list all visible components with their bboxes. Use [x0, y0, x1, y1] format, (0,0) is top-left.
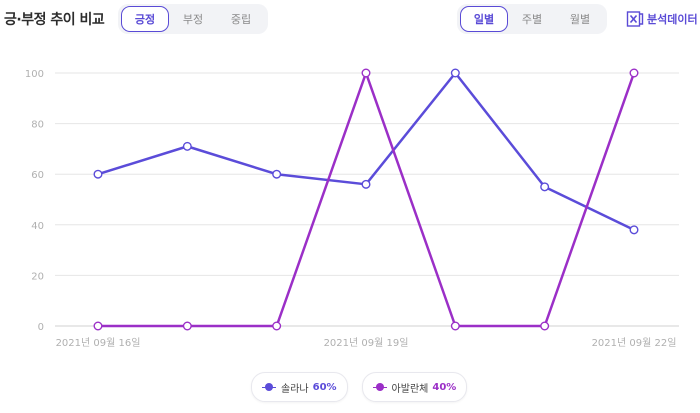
x-tick-label: 2021년 09월 22일: [592, 337, 677, 349]
data-point: [629, 68, 639, 78]
data-point: [629, 225, 639, 235]
legend-share: 60%: [312, 381, 337, 393]
tab-positive[interactable]: 긍정: [121, 6, 169, 32]
data-point: [540, 321, 550, 331]
y-tick-label: 100: [25, 69, 44, 80]
series2-marker-icon: [372, 383, 387, 391]
data-point: [361, 179, 371, 189]
data-point: [450, 68, 460, 78]
legend-label: 솔라나: [281, 383, 309, 395]
chart-title: 긍·부정 추이 비교: [4, 12, 105, 28]
data-point: [272, 321, 282, 331]
y-tick-label: 80: [31, 120, 44, 131]
legend-item-series2[interactable]: 아발란체 40%: [361, 372, 468, 402]
data-point: [272, 169, 282, 179]
legend: 솔라나 60% 아발란체 40%: [251, 372, 468, 402]
legend-item-series1[interactable]: 솔라나 60%: [251, 372, 348, 402]
legend-label: 아발란체: [391, 383, 429, 395]
data-point: [540, 182, 550, 192]
data-point: [93, 321, 103, 331]
data-point: [182, 141, 192, 151]
y-tick-label: 60: [31, 170, 44, 181]
data-point: [361, 68, 371, 78]
y-tick-label: 20: [31, 271, 44, 282]
export-data-button[interactable]: 분석데이터: [626, 10, 698, 28]
tab-monthly[interactable]: 월별: [569, 13, 591, 26]
legend-share: 40%: [432, 381, 457, 393]
series1-marker-icon: [262, 383, 276, 391]
x-tick-label: 2021년 09월 16일: [56, 337, 141, 349]
series-line-1: [97, 71, 635, 231]
excel-icon: [626, 11, 644, 27]
data-point: [450, 321, 460, 331]
y-tick-label: 0: [38, 322, 44, 333]
y-tick-label: 40: [31, 221, 44, 232]
data-point: [182, 321, 192, 331]
tab-negative[interactable]: 부정: [182, 13, 204, 26]
export-label: 분석데이터: [647, 13, 698, 26]
x-tick-label: 2021년 09월 19일: [324, 337, 409, 349]
series-line-2: [98, 71, 636, 328]
tab-neutral[interactable]: 중립: [230, 13, 252, 26]
period-tab-group: 일별 주별 월별: [457, 4, 607, 34]
tab-weekly[interactable]: 주별: [521, 13, 543, 26]
tab-daily[interactable]: 일별: [460, 6, 508, 32]
data-point: [93, 169, 103, 179]
sentiment-tab-group: 긍정 부정 중립: [118, 4, 268, 34]
